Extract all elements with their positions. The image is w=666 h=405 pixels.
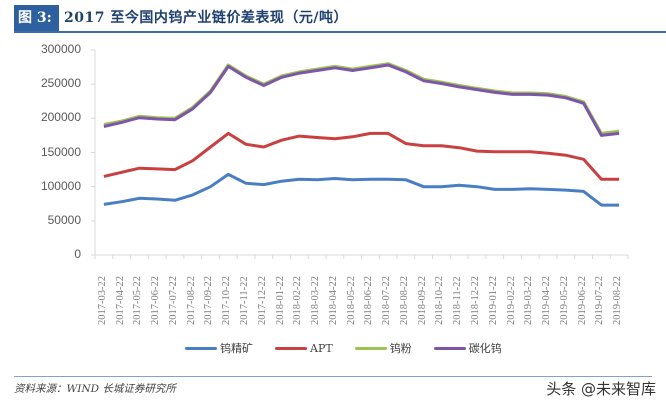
legend-item: 钨精矿 bbox=[185, 340, 253, 356]
legend-swatch bbox=[433, 346, 466, 350]
legend-swatch bbox=[185, 346, 217, 350]
chart-legend: 钨精矿 APT 钨粉 碳化钨 bbox=[185, 340, 502, 356]
y-tick-label: 150000 bbox=[40, 144, 81, 159]
y-tick-label: 300000 bbox=[40, 42, 81, 56]
footer-divider bbox=[14, 376, 652, 377]
legend-item: 钨粉 bbox=[354, 340, 412, 356]
y-tick-label: 200000 bbox=[40, 110, 81, 125]
legend-label: 碳化钨 bbox=[468, 342, 502, 355]
legend-swatch bbox=[354, 346, 387, 350]
y-tick-label: 0 bbox=[74, 247, 81, 261]
figure-title-bar: 图 3: 2017 至今国内钨产业链价差表现（元/吨） bbox=[14, 5, 666, 33]
watermark: 头条 @未来智库 bbox=[546, 380, 656, 398]
source-note: 资料来源：WIND 长城证券研究所 bbox=[14, 383, 176, 395]
legend-item: APT bbox=[275, 340, 333, 356]
legend-label: APT bbox=[310, 341, 333, 355]
y-tick-label: 100000 bbox=[40, 178, 81, 193]
figure-label: 图 3: bbox=[14, 5, 59, 31]
figure-title: 2017 至今国内钨产业链价差表现（元/吨） bbox=[64, 10, 348, 26]
legend-item: 碳化钨 bbox=[433, 340, 502, 356]
legend-swatch bbox=[275, 346, 307, 350]
series-line bbox=[103, 62, 620, 135]
legend-label: 钨精矿 bbox=[220, 342, 253, 355]
series-line bbox=[103, 63, 620, 137]
series-line bbox=[103, 131, 620, 181]
series-line bbox=[103, 172, 620, 207]
legend-label: 钨粉 bbox=[389, 342, 412, 355]
y-tick-label: 50000 bbox=[47, 212, 81, 227]
y-tick-label: 250000 bbox=[40, 76, 81, 91]
